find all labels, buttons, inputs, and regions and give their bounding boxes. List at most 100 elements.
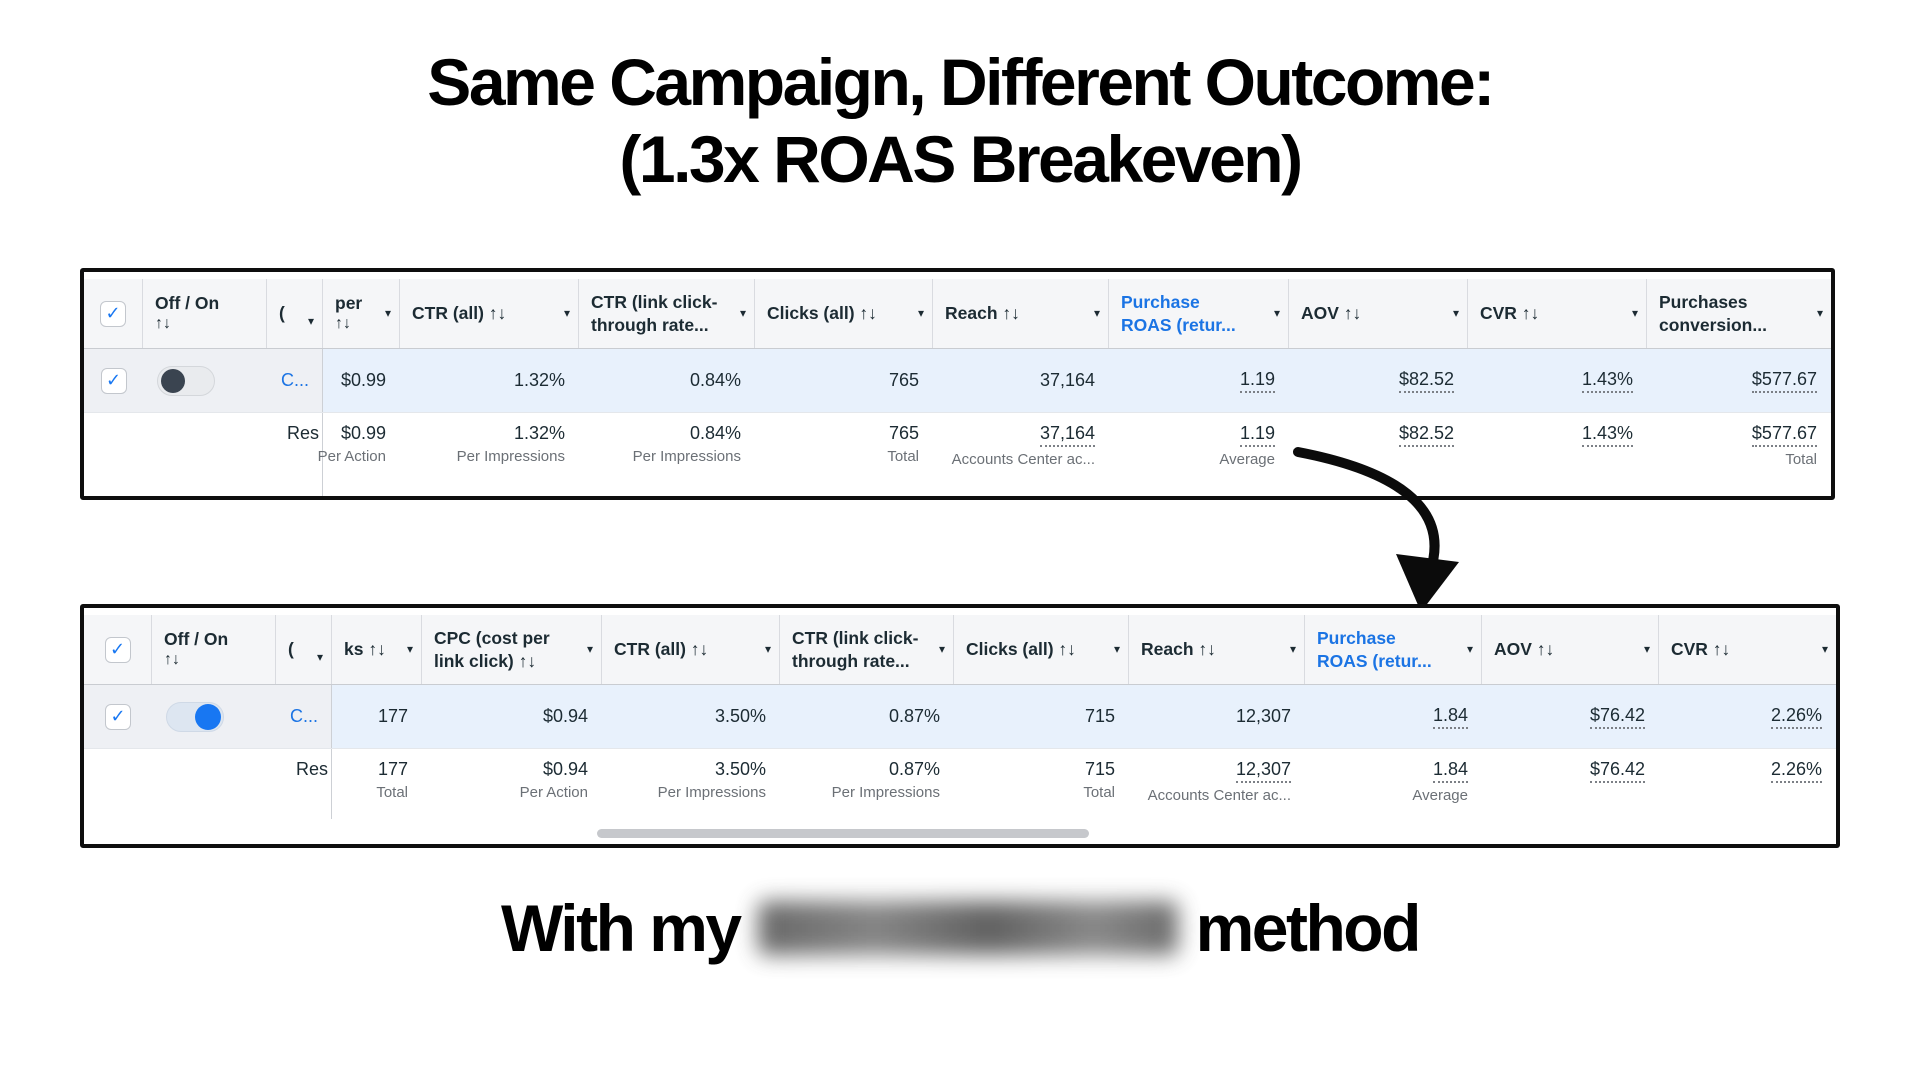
column-menu-caret-icon[interactable]: ▾ bbox=[1821, 641, 1828, 656]
cell-purchase-roas: 1.84 bbox=[1305, 685, 1482, 748]
column-menu-caret-icon[interactable]: ▾ bbox=[938, 641, 945, 656]
summary-cpc: $0.94 Per Action bbox=[519, 759, 588, 801]
cell-cpc: $0.94 bbox=[422, 685, 602, 748]
column-menu-caret-icon[interactable]: ▾ bbox=[1466, 641, 1473, 656]
summary-results-label: Res bbox=[267, 413, 323, 496]
column-menu-caret-icon[interactable]: ▾ bbox=[1643, 641, 1650, 656]
horizontal-scrollbar[interactable] bbox=[597, 829, 1089, 838]
select-all-checkbox[interactable]: ✓ bbox=[100, 300, 126, 327]
campaign-row: ✓ C... $0.99 1.32% 0.84% 765 37,164 1.19… bbox=[84, 349, 1831, 413]
column-header-reach[interactable]: Reach ↑↓ ▾ bbox=[1129, 615, 1305, 684]
summary-row: Res 177 Total $0.94 Per Action 3.50% Per… bbox=[84, 749, 1836, 819]
summary-purchase-roas: 1.84 Average bbox=[1412, 759, 1468, 804]
cell-ctr-all: 1.32% bbox=[400, 349, 579, 412]
select-all-checkbox-cell: ✓ bbox=[84, 615, 152, 684]
column-header-per[interactable]: per ↑↓ ▾ bbox=[323, 279, 400, 348]
check-icon: ✓ bbox=[110, 706, 126, 726]
column-header-cvr[interactable]: CVR ↑↓ ▾ bbox=[1671, 639, 1828, 660]
column-header-off-on[interactable]: Off / On ↑↓ bbox=[152, 615, 276, 684]
summary-ctr-all: 1.32% Per Impressions bbox=[456, 423, 565, 465]
toggle-knob bbox=[161, 368, 185, 393]
column-menu-caret-icon[interactable]: ▾ bbox=[917, 305, 924, 320]
row-checkbox[interactable]: ✓ bbox=[100, 367, 127, 394]
toggle-knob bbox=[195, 703, 221, 730]
sort-icon: ↑↓ bbox=[164, 651, 180, 669]
column-menu-caret-icon[interactable]: ▾ bbox=[1452, 305, 1459, 320]
summary-aov: $76.42 bbox=[1482, 749, 1659, 819]
ads-table-after: ✓ Off / On ↑↓ ( ▾ ks ↑↓ ▾ CPC (cost per … bbox=[80, 604, 1840, 848]
column-menu-caret-icon[interactable]: ▾ bbox=[1289, 641, 1296, 656]
ads-table-before: ✓ Off / On ↑↓ ( ▾ per ↑↓ ▾ CTR (all) ↑↓ … bbox=[80, 268, 1835, 500]
cell-reach: 37,164 bbox=[933, 349, 1109, 412]
column-header-ctr-all[interactable]: CTR (all) ↑↓ ▾ bbox=[602, 615, 780, 684]
page-title: Same Campaign, Different Outcome: (1.3x … bbox=[0, 44, 1920, 197]
toggle-cell bbox=[152, 685, 276, 748]
cell-purchase-roas: 1.19 bbox=[1109, 349, 1289, 412]
column-header-cpc[interactable]: CPC (cost per link click) ↑↓ ▾ bbox=[422, 615, 602, 684]
column-menu-caret-icon[interactable]: ▾ bbox=[586, 641, 593, 656]
column-header-ctr-all[interactable]: CTR (all) ↑↓ ▾ bbox=[400, 279, 579, 348]
check-icon: ✓ bbox=[105, 370, 122, 390]
campaign-toggle-off[interactable] bbox=[157, 365, 215, 396]
column-menu-caret-icon[interactable]: ▾ bbox=[384, 305, 391, 320]
sort-icon: ↑↓ bbox=[335, 315, 351, 333]
column-header-purchase-roas[interactable]: Purchase ROAS (retur... ▾ bbox=[1305, 615, 1482, 684]
column-menu-caret-icon[interactable]: ▾ bbox=[406, 641, 413, 656]
summary-ctr-link: 0.84% Per Impressions bbox=[632, 423, 741, 465]
column-menu-caret-icon[interactable]: ▾ bbox=[1631, 305, 1638, 320]
column-menu-caret-icon[interactable]: ▾ bbox=[307, 313, 314, 328]
row-checkbox[interactable]: ✓ bbox=[105, 703, 131, 730]
cell-ctr-link: 0.84% bbox=[579, 349, 755, 412]
column-header-cvr[interactable]: CVR ↑↓ ▾ bbox=[1468, 279, 1647, 348]
title-line-2: (1.3x ROAS Breakeven) bbox=[619, 121, 1303, 196]
title-line-1: Same Campaign, Different Outcome: bbox=[427, 45, 1495, 119]
column-menu-caret-icon[interactable]: ▾ bbox=[1093, 305, 1100, 320]
campaign-name-cell: C... bbox=[267, 349, 323, 412]
campaign-name-cell: C... bbox=[276, 685, 332, 748]
cell-ctr-link: 0.87% bbox=[780, 685, 954, 748]
summary-purchases-value: $577.67 Total bbox=[1751, 423, 1817, 468]
column-menu-caret-icon[interactable]: ▾ bbox=[1273, 305, 1280, 320]
row-checkbox-cell: ✓ bbox=[84, 685, 152, 748]
column-header-clicks[interactable]: Clicks (all) ↑↓ ▾ bbox=[755, 279, 933, 348]
column-header-truncated[interactable]: ( ▾ bbox=[276, 615, 332, 684]
summary-ctr-all: 3.50% Per Impressions bbox=[657, 759, 766, 801]
summary-clicks: 715 Total bbox=[1083, 759, 1115, 801]
column-menu-caret-icon[interactable]: ▾ bbox=[1113, 641, 1120, 656]
column-menu-caret-icon[interactable]: ▾ bbox=[764, 641, 771, 656]
column-menu-caret-icon[interactable]: ▾ bbox=[739, 305, 746, 320]
column-header-truncated[interactable]: ( ▾ bbox=[267, 279, 323, 348]
sort-icon: ↑↓ bbox=[155, 315, 171, 333]
column-header-ctr-link[interactable]: CTR (link click- through rate... ▾ bbox=[780, 615, 954, 684]
summary-results-label: Res bbox=[276, 749, 332, 819]
campaign-name-link[interactable]: C... bbox=[290, 706, 319, 726]
column-menu-caret-icon[interactable]: ▾ bbox=[316, 649, 323, 664]
summary-ctr-link: 0.87% Per Impressions bbox=[831, 759, 940, 801]
caption-prefix: With my bbox=[501, 891, 742, 965]
column-header-purchases-value[interactable]: Purchases conversion... ▾ bbox=[1659, 291, 1823, 335]
campaign-name-link[interactable]: C... bbox=[281, 370, 310, 390]
column-header-reach[interactable]: Reach ↑↓ ▾ bbox=[933, 279, 1109, 348]
select-all-checkbox[interactable]: ✓ bbox=[104, 636, 131, 663]
column-header-off-on[interactable]: Off / On ↑↓ bbox=[143, 279, 267, 348]
column-header-clicks[interactable]: Clicks (all) ↑↓ ▾ bbox=[954, 615, 1129, 684]
summary-empty bbox=[84, 413, 143, 496]
campaign-toggle-on[interactable] bbox=[166, 701, 224, 732]
cell-clicks: 715 bbox=[954, 685, 1129, 748]
cell-purchases-value: $577.67 bbox=[1647, 349, 1831, 412]
campaign-row: ✓ C... 177 $0.94 3.50% 0.87% 715 12,307 … bbox=[84, 685, 1836, 749]
column-header-aov[interactable]: AOV ↑↓ ▾ bbox=[1482, 615, 1659, 684]
column-header-purchase-roas[interactable]: Purchase ROAS (retur... ▾ bbox=[1109, 279, 1289, 348]
table-header-row: ✓ Off / On ↑↓ ( ▾ ks ↑↓ ▾ CPC (cost per … bbox=[84, 615, 1836, 685]
cell-clicks: 765 bbox=[755, 349, 933, 412]
column-header-clicks-trunc[interactable]: ks ↑↓ ▾ bbox=[332, 615, 422, 684]
column-menu-caret-icon[interactable]: ▾ bbox=[1816, 305, 1823, 320]
caption-suffix: method bbox=[1195, 891, 1422, 965]
column-header-ctr-link[interactable]: CTR (link click- through rate... ▾ bbox=[579, 279, 755, 348]
blurred-word bbox=[757, 901, 1178, 955]
column-header-aov[interactable]: AOV ↑↓ ▾ bbox=[1289, 279, 1468, 348]
check-icon: ✓ bbox=[105, 302, 121, 323]
summary-cpc: $0.99 Per Action bbox=[317, 423, 386, 465]
column-menu-caret-icon[interactable]: ▾ bbox=[563, 305, 570, 320]
summary-purchase-roas: 1.19 Average bbox=[1219, 423, 1275, 468]
